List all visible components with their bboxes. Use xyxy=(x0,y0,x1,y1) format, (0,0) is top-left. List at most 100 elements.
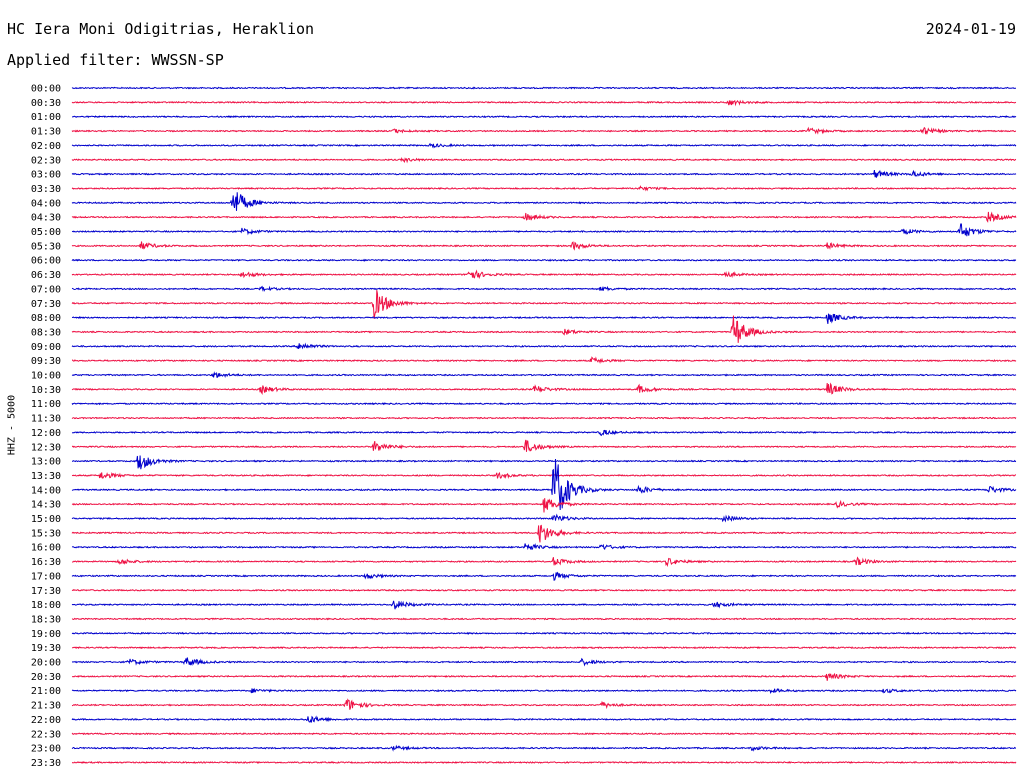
trace-line xyxy=(71,285,1017,293)
trace-line xyxy=(71,315,1017,343)
time-label: 05:00 xyxy=(31,227,61,238)
trace-line xyxy=(71,86,1016,90)
time-label: 17:00 xyxy=(31,571,61,582)
time-label: 09:00 xyxy=(31,342,61,353)
time-label: 16:30 xyxy=(31,557,61,568)
station-title: HC Iera Moni Odigitrias, Heraklion xyxy=(7,20,315,38)
time-label: 04:00 xyxy=(31,198,61,209)
time-label: 13:00 xyxy=(31,457,61,468)
time-label: 02:00 xyxy=(31,141,61,152)
trace-line xyxy=(71,185,1017,192)
trace-line xyxy=(71,646,1017,650)
trace-line xyxy=(71,142,1017,149)
time-label: 03:30 xyxy=(31,184,61,195)
trace-line xyxy=(71,439,1017,452)
time-label: 00:00 xyxy=(31,84,61,95)
trace-line xyxy=(71,169,1017,178)
trace-line xyxy=(71,513,1016,523)
time-label: 12:00 xyxy=(31,428,61,439)
time-label: 19:00 xyxy=(31,629,61,640)
trace-line xyxy=(71,290,1017,319)
trace-line xyxy=(71,732,1016,736)
time-label: 17:30 xyxy=(31,586,61,597)
trace-line xyxy=(71,258,1017,262)
time-label: 05:30 xyxy=(31,241,61,252)
time-label: 01:30 xyxy=(31,127,61,138)
trace-line xyxy=(71,223,1017,237)
time-label: 20:30 xyxy=(31,672,61,683)
trace-line xyxy=(71,211,1017,223)
trace-line xyxy=(71,371,1017,379)
trace-line xyxy=(71,157,1017,164)
trace-line xyxy=(71,744,1016,752)
trace-line xyxy=(72,455,1017,470)
time-label: 23:00 xyxy=(31,744,61,755)
trace-line xyxy=(71,760,1017,764)
time-label: 11:00 xyxy=(31,399,61,410)
time-label: 10:00 xyxy=(31,371,61,382)
trace-line xyxy=(71,342,1017,350)
trace-line xyxy=(71,543,1017,551)
time-label: 10:30 xyxy=(31,385,61,396)
trace-line xyxy=(71,687,1017,695)
time-label: 02:30 xyxy=(31,155,61,166)
trace-line xyxy=(71,498,1017,513)
filter-label: Applied filter: WWSSN-SP xyxy=(7,51,224,69)
trace-line xyxy=(71,192,1017,211)
trace-line xyxy=(71,571,1017,581)
trace-line xyxy=(71,402,1017,406)
time-label: 00:30 xyxy=(31,98,61,109)
time-label: 15:30 xyxy=(31,528,61,539)
time-label: 18:00 xyxy=(31,600,61,611)
time-label: 19:30 xyxy=(31,643,61,654)
time-label: 11:30 xyxy=(31,414,61,425)
time-label: 13:30 xyxy=(31,471,61,482)
trace-line xyxy=(71,241,1017,251)
time-label: 07:00 xyxy=(31,284,61,295)
trace-line xyxy=(71,429,1017,437)
time-label: 16:00 xyxy=(31,543,61,554)
date-label: 2024-01-19 xyxy=(925,20,1016,38)
time-label: 14:00 xyxy=(31,485,61,496)
time-label: 22:30 xyxy=(31,729,61,740)
trace-line xyxy=(71,617,1017,621)
time-label: 23:30 xyxy=(31,758,61,769)
trace-line xyxy=(71,471,1016,480)
time-label: 20:00 xyxy=(31,658,61,669)
trace-line xyxy=(71,99,1017,107)
time-label: 07:30 xyxy=(31,299,61,310)
time-label: 06:00 xyxy=(31,256,61,267)
trace-line xyxy=(71,600,1017,610)
trace-line xyxy=(71,458,1017,511)
trace-line xyxy=(72,556,1017,568)
trace-line xyxy=(71,715,1017,723)
time-label: 15:00 xyxy=(31,514,61,525)
time-label: 01:00 xyxy=(31,112,61,123)
time-label: 09:30 xyxy=(31,356,61,367)
time-label: 14:30 xyxy=(31,500,61,511)
time-label: 21:30 xyxy=(31,701,61,712)
trace-line xyxy=(72,115,1017,119)
time-label: 08:30 xyxy=(31,327,61,338)
time-label: 06:30 xyxy=(31,270,61,281)
time-label: 12:30 xyxy=(31,442,61,453)
trace-line xyxy=(71,657,1017,667)
trace-line xyxy=(71,588,1017,592)
trace-line xyxy=(71,313,1016,324)
time-label: 04:30 xyxy=(31,213,61,224)
trace-line xyxy=(71,631,1017,635)
time-label: 22:00 xyxy=(31,715,61,726)
time-label: 21:00 xyxy=(31,686,61,697)
trace-line xyxy=(71,382,1017,395)
time-label: 08:00 xyxy=(31,313,61,324)
trace-line xyxy=(71,524,1017,543)
trace-line xyxy=(71,698,1017,710)
trace-line xyxy=(71,416,1017,420)
trace-line xyxy=(71,269,1017,280)
trace-line xyxy=(71,126,1017,136)
trace-line xyxy=(71,672,1017,681)
trace-line xyxy=(71,356,1017,364)
time-label: 18:30 xyxy=(31,614,61,625)
time-label: 03:00 xyxy=(31,170,61,181)
